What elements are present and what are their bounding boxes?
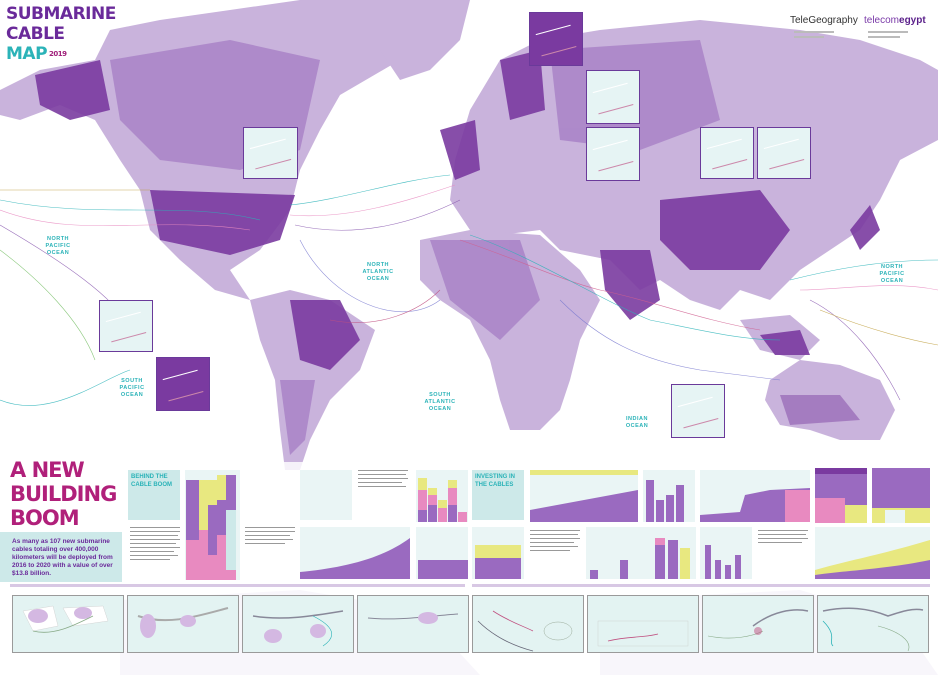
regional-map-thumbnail[interactable] xyxy=(702,595,814,653)
regional-map-thumbnail[interactable] xyxy=(817,595,929,653)
map-title: SUBMARINE CABLE MAP 2019 xyxy=(6,4,116,64)
regional-map-thumbnail[interactable] xyxy=(242,595,354,653)
inset-map[interactable] xyxy=(671,384,725,438)
summary-text: As many as 107 new submarine cables tota… xyxy=(12,538,113,577)
inset-map[interactable] xyxy=(700,127,754,179)
ocean-label: SOUTH ATLANTIC OCEAN xyxy=(424,392,456,412)
ocean-label: NORTH ATLANTIC OCEAN xyxy=(362,262,394,282)
body-text-blocks xyxy=(130,470,808,560)
bar-chart xyxy=(416,470,468,579)
investing-box xyxy=(472,470,524,520)
investment-charts xyxy=(472,468,930,579)
section-title-investing: INVESTING IN THE CABLES xyxy=(475,474,516,488)
section-divider xyxy=(472,584,930,587)
summary-box xyxy=(0,532,122,582)
inset-map[interactable] xyxy=(99,300,153,352)
inset-map[interactable] xyxy=(586,127,640,181)
section-divider xyxy=(10,584,465,587)
telegeography-logo: TeleGeography xyxy=(790,15,858,26)
ocean-label: NORTH PACIFIC OCEAN xyxy=(879,264,905,284)
inset-map[interactable] xyxy=(757,127,811,179)
ocean-label: NORTH PACIFIC OCEAN xyxy=(45,236,71,256)
stacked-bar-chart xyxy=(185,470,240,580)
headline: A NEW BUILDING BOOM xyxy=(10,458,117,530)
regional-map-thumbnail[interactable] xyxy=(357,595,469,653)
inset-map[interactable] xyxy=(156,357,210,411)
regional-map-thumbnail[interactable] xyxy=(12,595,124,653)
inset-map[interactable] xyxy=(243,127,298,179)
inset-map[interactable] xyxy=(529,12,583,66)
behind-box xyxy=(128,470,180,520)
ocean-label: INDIAN OCEAN xyxy=(625,416,649,429)
regional-map-thumbnail[interactable] xyxy=(127,595,239,653)
sponsor-logos: TeleGeography telecomegypt xyxy=(790,12,930,42)
area-chart xyxy=(300,527,410,579)
ocean-label: SOUTH PACIFIC OCEAN xyxy=(119,378,145,398)
regional-map-thumbnail[interactable] xyxy=(472,595,584,653)
inset-map[interactable] xyxy=(586,70,640,124)
mini-map xyxy=(300,470,352,520)
regional-map-thumbnail[interactable] xyxy=(587,595,699,653)
telecomegypt-logo: telecomegypt xyxy=(864,15,926,26)
section-title-behind: BEHIND THE CABLE BOOM xyxy=(131,474,172,488)
